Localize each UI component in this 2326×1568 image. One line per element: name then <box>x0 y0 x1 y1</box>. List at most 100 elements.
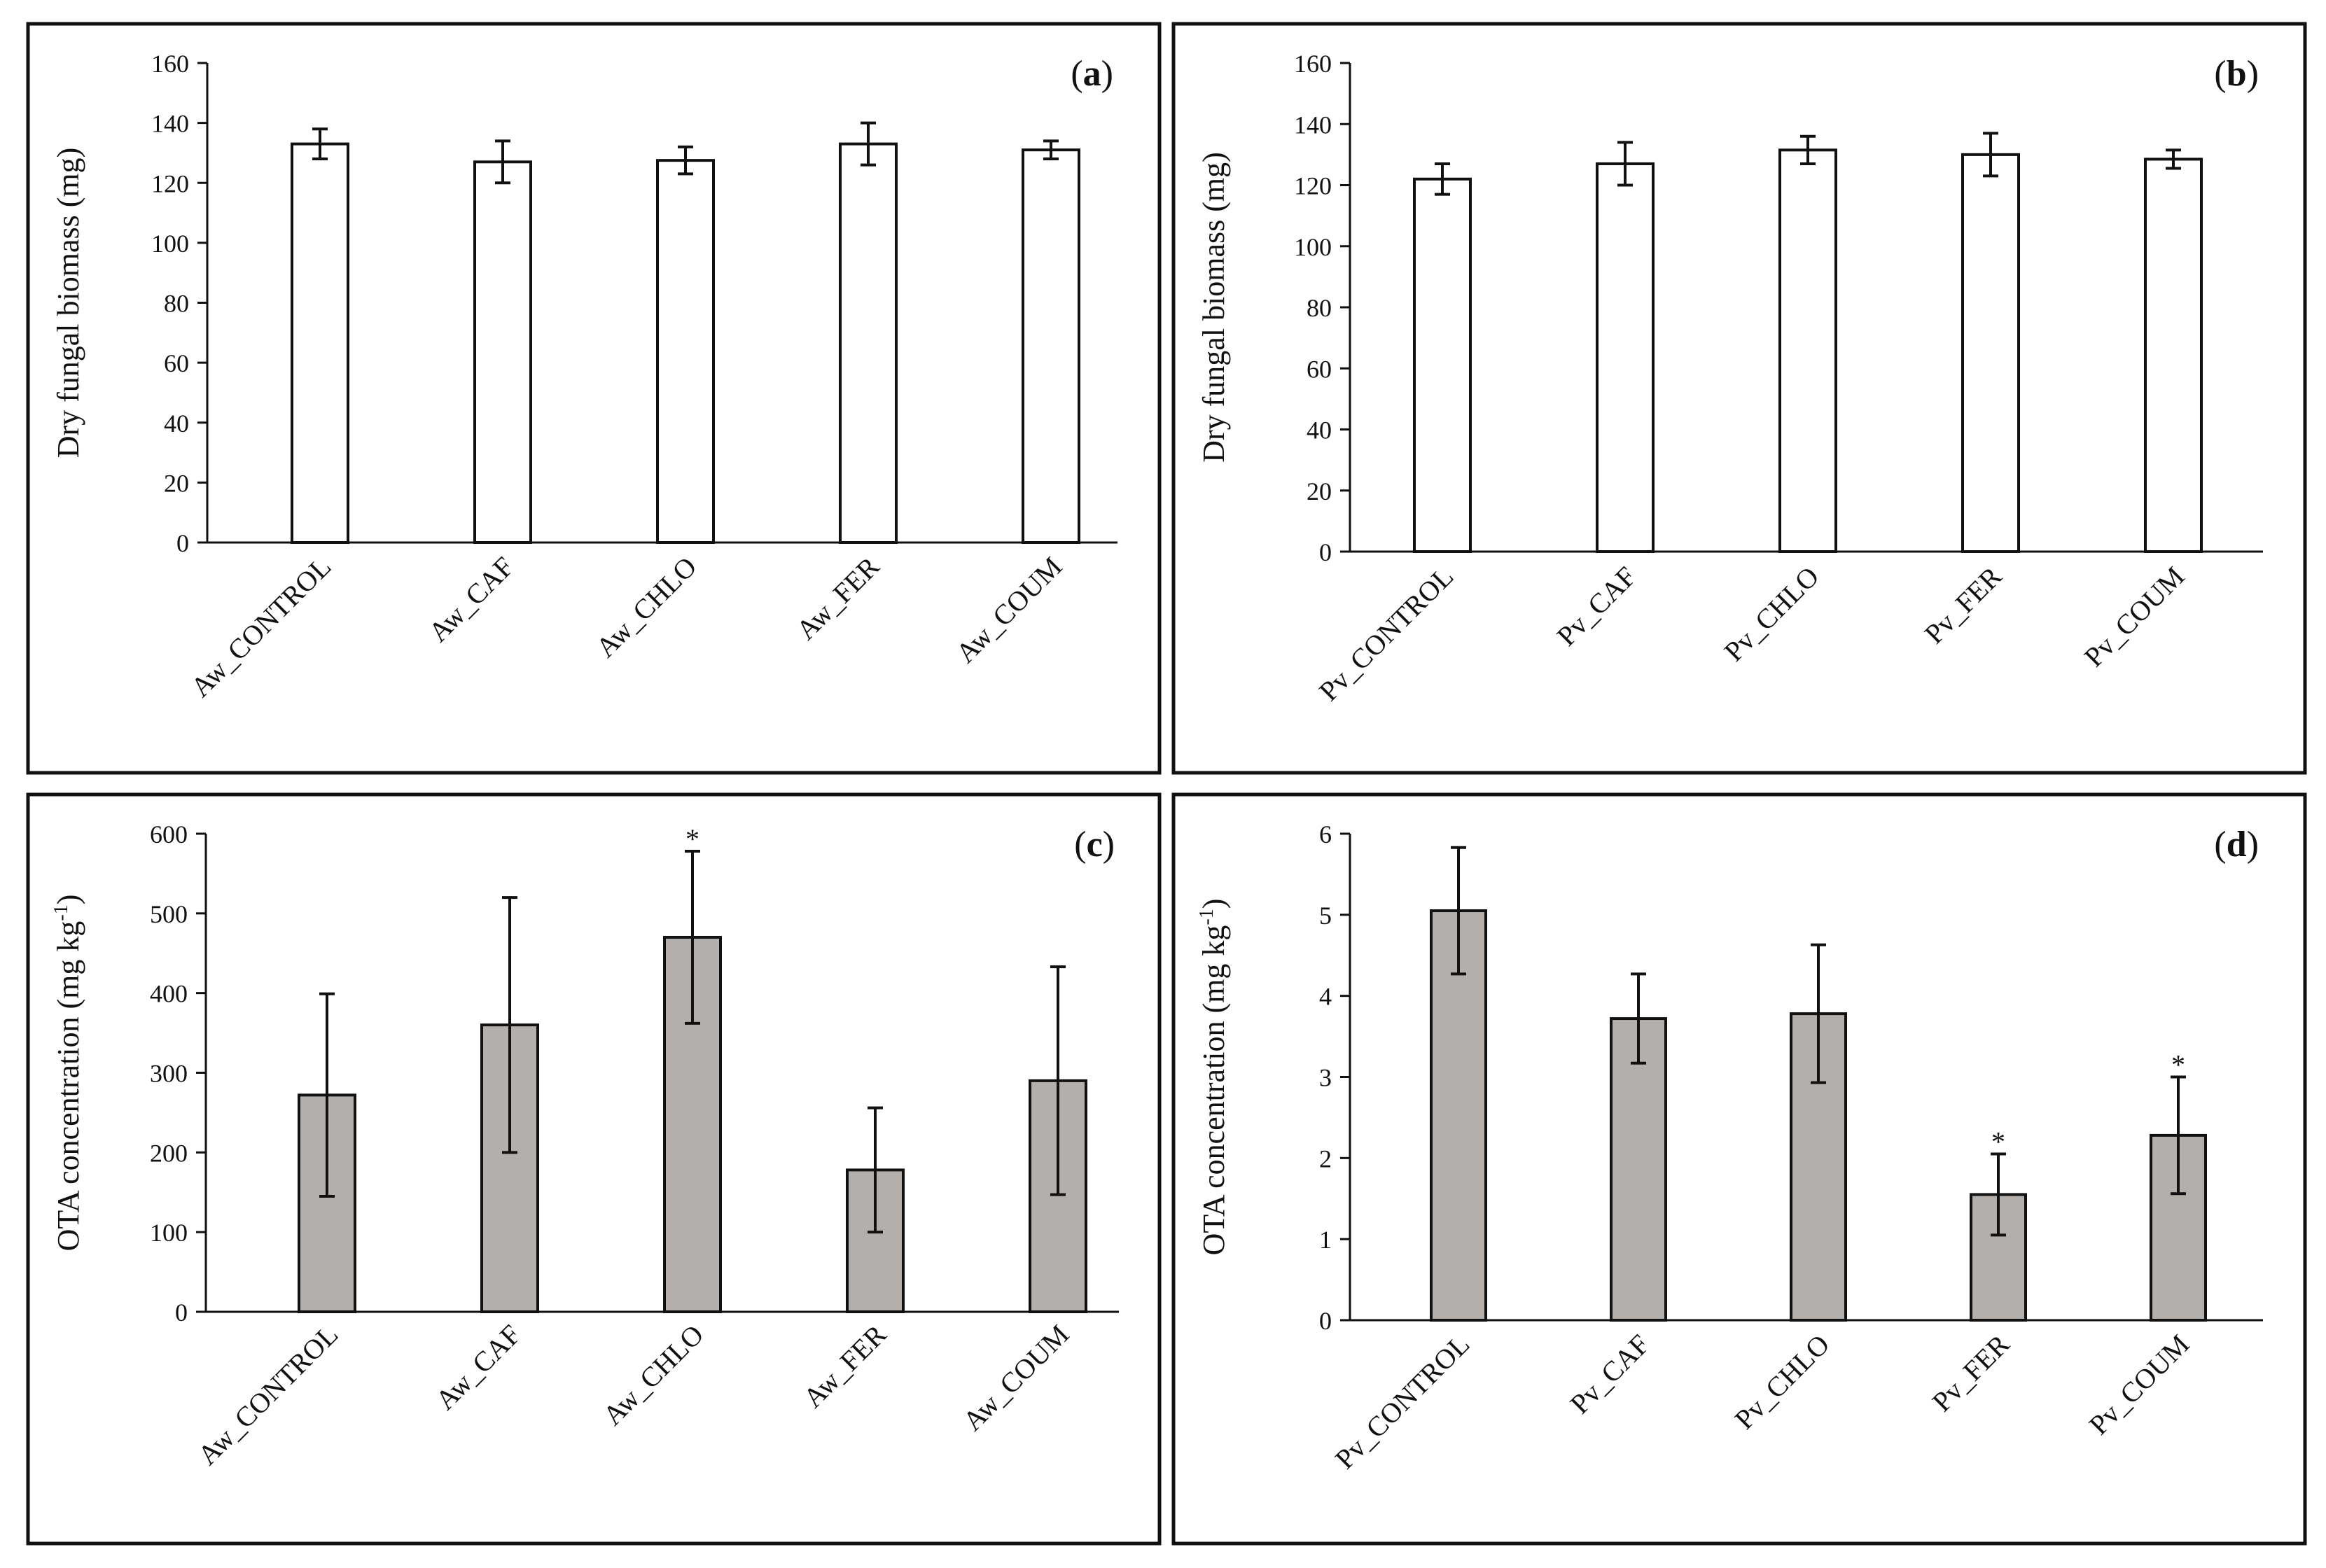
significance-marker: * <box>685 823 699 855</box>
bar <box>1022 148 1080 544</box>
y-tick-label: 100 <box>151 230 189 258</box>
panel-label-letter: c <box>1087 825 1103 864</box>
y-axis-title-superscript: -1 <box>50 904 72 920</box>
y-tick-label: 60 <box>1307 355 1332 383</box>
y-tick-label: 80 <box>1307 294 1332 322</box>
y-tick-label: 40 <box>164 410 189 438</box>
bar <box>839 142 898 544</box>
category-label: Pv_CONTROL <box>1329 1329 1475 1475</box>
y-tick-label: 140 <box>151 110 189 138</box>
y-tick-label: 1 <box>1319 1226 1332 1254</box>
y-tick-label: 120 <box>1294 172 1332 200</box>
y-axis-title-text: Dry fungal biomass (mg) <box>1197 152 1231 463</box>
panel-frame <box>1171 22 2307 775</box>
chart-panel-a: 0 20 40 60 80 100 120 140 160 Dry fungal biomass … <box>26 22 1162 775</box>
category-label: Pv_CHLO <box>1718 561 1825 668</box>
y-tick-label: 100 <box>1294 233 1332 261</box>
category-label: Aw_CAF <box>429 1319 527 1416</box>
category-label: Aw_FER <box>797 1318 892 1413</box>
y-tick-label: 300 <box>150 1060 188 1088</box>
category-label: Pv_FER <box>1926 1328 2016 1418</box>
y-axis-title: OTA concentration (mg kg-1) <box>50 895 85 1252</box>
y-tick-label: 140 <box>1294 111 1332 139</box>
chart-panel-b: 0 20 40 60 80 100 120 140 160 Dry fungal biomass … <box>1171 22 2307 775</box>
y-axis-title-text: OTA concentration (mg kg <box>1197 925 1231 1256</box>
y-tick-label: 0 <box>1319 538 1332 566</box>
category-label: Aw_CONTROL <box>192 1319 344 1471</box>
bar <box>2144 158 2203 553</box>
category-label: Aw_CONTROL <box>185 551 337 704</box>
y-tick-label: 20 <box>1307 477 1332 505</box>
category-label: Aw_CHLO <box>597 1319 709 1432</box>
y-axis-title-text: OTA concentration (mg kg <box>51 921 85 1252</box>
y-tick-label: 0 <box>1319 1307 1332 1335</box>
category-label: Aw_CHLO <box>590 551 702 664</box>
y-tick-label: 160 <box>1294 50 1332 78</box>
significance-marker: * <box>2171 1049 2185 1081</box>
panel-label-letter: a <box>1083 54 1101 94</box>
panel-label: (d) <box>2214 825 2259 864</box>
category-label: Pv_CAF <box>1564 1329 1656 1420</box>
category-label: Pv_CHLO <box>1729 1329 1836 1436</box>
bar <box>1778 148 1837 554</box>
panel-frame <box>1171 792 2307 1546</box>
panel-label-paren: ( <box>2214 825 2226 864</box>
y-axis-title: OTA concentration (mg kg-1) <box>1196 899 1231 1256</box>
bar <box>473 160 532 544</box>
y-tick-label: 2 <box>1319 1144 1332 1172</box>
panel-label-paren: ( <box>1074 825 1086 864</box>
panel-label-paren: ) <box>1101 54 1113 94</box>
y-tick-label: 5 <box>1319 902 1332 930</box>
y-tick-label: 400 <box>150 980 188 1008</box>
y-tick-label: 4 <box>1319 983 1332 1011</box>
y-axis-title: Dry fungal biomass (mg) <box>1197 152 1231 463</box>
y-tick-label: 160 <box>151 50 189 78</box>
y-tick-label: 600 <box>150 820 188 848</box>
panel-label: (c) <box>1074 825 1115 864</box>
category-label: Pv_COUM <box>2078 561 2191 673</box>
category-label: Aw_FER <box>790 550 885 645</box>
category-label: Aw_COUM <box>949 551 1068 669</box>
y-tick-label: 60 <box>164 349 189 377</box>
y-tick-label: 6 <box>1319 820 1332 848</box>
y-tick-label: 80 <box>164 290 189 318</box>
category-label: Pv_FER <box>1918 560 2008 650</box>
y-tick-label: 0 <box>175 1298 188 1326</box>
panel-label-paren: ) <box>2247 54 2259 94</box>
category-label: Aw_CAF <box>422 551 520 648</box>
y-tick-label: 0 <box>176 529 189 557</box>
y-tick-label: 20 <box>164 469 189 497</box>
panel-label-paren: ) <box>1103 825 1115 864</box>
panel-frame <box>26 22 1162 775</box>
y-axis-title-text: Dry fungal biomass (mg) <box>51 148 85 458</box>
panel-frame <box>26 792 1162 1546</box>
y-tick-label: 200 <box>150 1139 188 1167</box>
category-label: Pv_CONTROL <box>1313 561 1459 707</box>
bar <box>846 1168 905 1314</box>
y-tick-label: 120 <box>151 169 189 197</box>
panel-label-paren: ( <box>1071 54 1082 94</box>
category-label: Aw_COUM <box>956 1319 1075 1437</box>
y-axis-title-end: ) <box>51 895 85 905</box>
panel-label: (b) <box>2214 54 2259 94</box>
y-axis-title-end: ) <box>1197 899 1231 909</box>
panel-label-paren: ) <box>2247 825 2259 864</box>
panel-label-letter: d <box>2227 825 2247 864</box>
panel-label-letter: b <box>2227 54 2247 94</box>
bar <box>1596 162 1655 553</box>
y-tick-label: 3 <box>1319 1064 1332 1092</box>
category-label: Pv_COUM <box>2083 1329 2196 1441</box>
y-tick-label: 40 <box>1307 416 1332 444</box>
y-tick-label: 500 <box>150 900 188 928</box>
panel-label: (a) <box>1071 54 1113 94</box>
y-tick-label: 100 <box>150 1219 188 1247</box>
bar <box>1961 153 2020 553</box>
category-label: Pv_CAF <box>1551 561 1643 652</box>
y-axis-title: Dry fungal biomass (mg) <box>51 148 85 458</box>
bar <box>1413 177 1472 553</box>
bar <box>291 142 349 544</box>
panel-label-paren: ( <box>2214 54 2226 94</box>
y-axis-title-superscript: -1 <box>1196 909 1218 925</box>
